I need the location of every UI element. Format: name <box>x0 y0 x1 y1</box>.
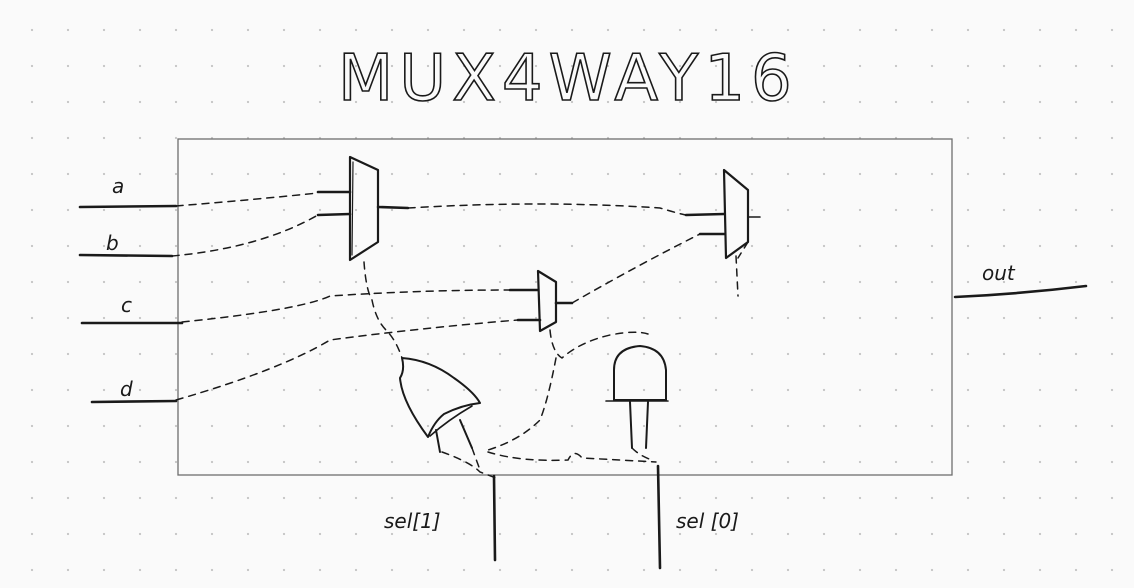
input-d-bus <box>90 399 178 404</box>
input-a-label: a <box>112 174 124 198</box>
internal-wiring <box>171 192 749 479</box>
diagram-title: MUX4WAY16 <box>338 42 798 116</box>
sel1-label: sel[1] <box>384 509 441 533</box>
output-label: out <box>982 261 1016 285</box>
mux-ab <box>316 155 410 262</box>
and-gate <box>605 345 669 449</box>
input-b-label: b <box>106 231 119 255</box>
sel0-bus <box>656 464 662 570</box>
input-c-label: c <box>121 293 132 317</box>
mux-cd <box>508 269 574 333</box>
input-b-bus <box>78 253 174 258</box>
input-d-label: d <box>120 377 133 401</box>
input-a-bus <box>78 204 178 209</box>
chip-boundary <box>177 138 953 476</box>
or-gate <box>399 357 481 453</box>
sel0-label: sel [0] <box>676 509 739 533</box>
output-bus <box>953 284 1088 299</box>
mux-final <box>684 168 761 260</box>
sel1-bus <box>492 474 497 562</box>
